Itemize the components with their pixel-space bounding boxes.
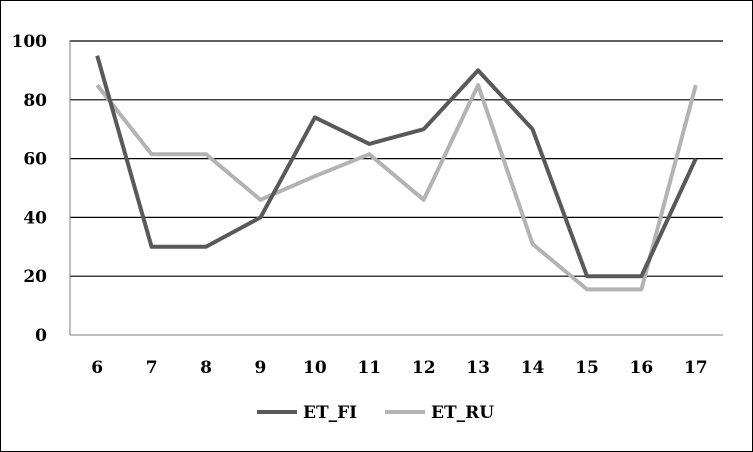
legend-label: ET_FI: [303, 403, 357, 423]
x-tick-label: 7: [146, 358, 158, 378]
series-line-et-ru: [95, 83, 698, 292]
x-tick-label: 11: [357, 358, 381, 378]
legend-label: ET_RU: [431, 403, 494, 423]
x-tick-label: 13: [466, 358, 490, 378]
x-tick-label: 14: [521, 358, 545, 378]
y-tick-label: 0: [35, 326, 47, 346]
legend: ET_FI ET_RU: [257, 403, 494, 423]
y-tick-label: 40: [23, 208, 47, 228]
tick-labels: 0 20 40 60 80 100 6 7 8 9 10 11 12 13 14 15 16 17: [12, 32, 708, 378]
series-lines: [95, 55, 698, 292]
x-tick-label: 12: [412, 358, 436, 378]
gridlines: [70, 40, 723, 277]
series-line-et-fi: [95, 55, 698, 279]
x-tick-label: 16: [630, 358, 654, 378]
x-tick-label: 9: [255, 358, 267, 378]
axes: [69, 40, 723, 336]
x-tick-label: 17: [684, 358, 708, 378]
x-tick-label: 10: [303, 358, 327, 378]
x-tick-label: 6: [91, 358, 103, 378]
y-tick-label: 100: [12, 32, 48, 52]
y-tick-label: 60: [23, 150, 47, 170]
y-tick-label: 20: [23, 267, 47, 287]
y-tick-label: 80: [23, 91, 47, 111]
x-tick-label: 15: [575, 358, 599, 378]
x-tick-label: 8: [200, 358, 212, 378]
